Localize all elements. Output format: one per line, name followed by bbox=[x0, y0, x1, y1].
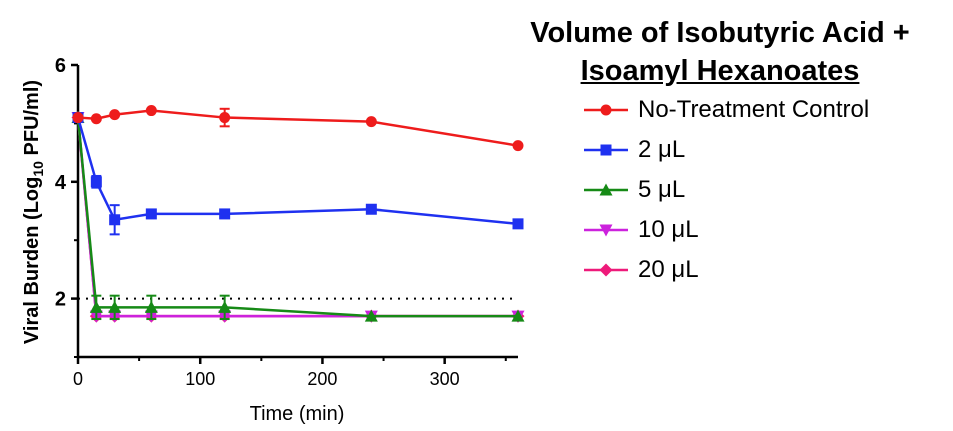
series-line bbox=[76, 117, 519, 226]
marker-circle bbox=[512, 140, 524, 152]
marker-circle bbox=[600, 104, 612, 116]
marker-circle bbox=[90, 113, 102, 125]
series-line bbox=[77, 109, 519, 147]
marker-triangle-up bbox=[108, 300, 122, 313]
legend-swatch bbox=[584, 104, 628, 116]
y-axis-label: Viral Burden (Log10 PFU/ml) bbox=[21, 80, 46, 344]
legend-swatch bbox=[584, 183, 628, 196]
legend-title-line1: Volume of Isobutyric Acid + bbox=[530, 17, 910, 49]
legend-item: 20 μL bbox=[582, 255, 699, 285]
legend-label: No-Treatment Control bbox=[638, 96, 870, 123]
marker-square bbox=[600, 144, 612, 156]
x-tick-label: 200 bbox=[307, 369, 337, 389]
marker-triangle-down bbox=[599, 224, 613, 237]
y-axis-label-post: PFU/ml) bbox=[21, 80, 43, 161]
series-no-treatment-control bbox=[72, 105, 524, 152]
marker-square bbox=[219, 208, 231, 220]
marker-circle bbox=[365, 116, 377, 128]
x-tick-label: 100 bbox=[185, 369, 215, 389]
y-axis-label-sub: 10 bbox=[30, 161, 46, 177]
marker-square bbox=[109, 214, 121, 226]
x-tick-label: 0 bbox=[73, 369, 83, 389]
x-axis-label: Time (min) bbox=[250, 403, 345, 425]
y-tick-label: 4 bbox=[55, 172, 67, 194]
y-axis-label-pre: Viral Burden (Log bbox=[21, 177, 43, 344]
legend-swatch bbox=[584, 144, 628, 156]
y-tick-label: 2 bbox=[55, 289, 66, 311]
legend-item: 10 μL bbox=[582, 215, 699, 245]
legend-item: 5 μL bbox=[582, 175, 685, 205]
marker-circle bbox=[219, 112, 231, 124]
marker-square bbox=[145, 208, 157, 220]
marker-triangle-up bbox=[218, 300, 232, 313]
marker-triangle-up bbox=[364, 309, 378, 322]
legend-label: 20 μL bbox=[638, 256, 699, 283]
marker-circle bbox=[72, 112, 84, 124]
marker-triangle-up bbox=[599, 183, 613, 196]
marker-square bbox=[90, 176, 102, 188]
legend-item: 2 μL bbox=[582, 135, 685, 165]
legend-label: 2 μL bbox=[638, 136, 686, 163]
marker-triangle-up bbox=[89, 300, 103, 313]
series-2-l bbox=[72, 112, 524, 236]
marker-square bbox=[365, 203, 377, 215]
y-tick-label: 6 bbox=[55, 55, 66, 77]
legend-title: Volume of Isobutyric Acid + Isoamyl Hexa… bbox=[480, 14, 953, 90]
legend-label: 10 μL bbox=[638, 216, 699, 243]
marker-circle bbox=[145, 105, 157, 117]
legend-title-line2: Isoamyl Hexanoates bbox=[580, 55, 860, 87]
legend-label: 5 μL bbox=[638, 176, 686, 203]
legend-swatch bbox=[584, 263, 628, 277]
x-tick-label: 300 bbox=[430, 369, 460, 389]
marker-circle bbox=[109, 109, 121, 121]
marker-triangle-up bbox=[511, 309, 525, 322]
marker-square bbox=[512, 218, 524, 230]
marker-triangle-up bbox=[144, 300, 158, 313]
legend-item: No-Treatment Control bbox=[582, 95, 869, 125]
marker-diamond bbox=[599, 263, 613, 277]
legend-swatch bbox=[584, 224, 628, 237]
